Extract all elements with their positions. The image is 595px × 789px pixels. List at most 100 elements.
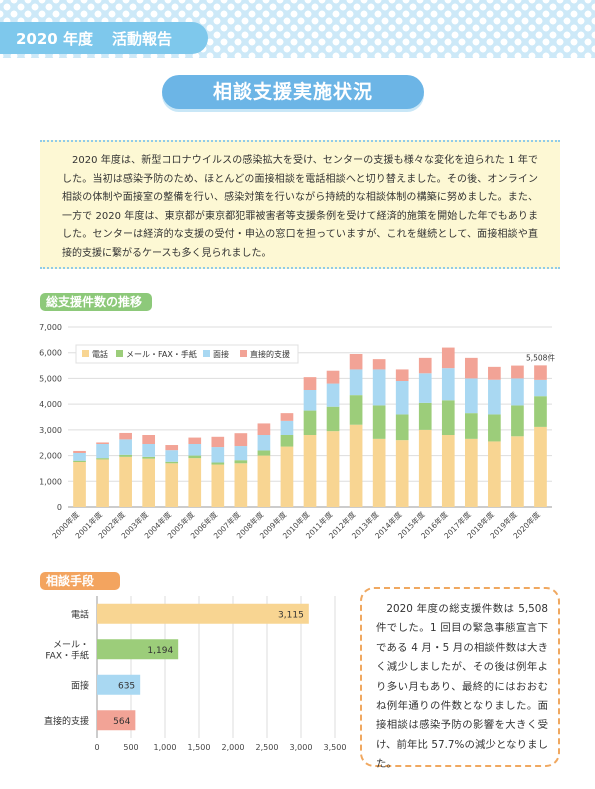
x-tick-label: 2,000 xyxy=(222,743,245,752)
bar-segment-phone xyxy=(326,431,340,507)
x-tick-label: 0 xyxy=(94,743,99,752)
hbar-value-label: 3,115 xyxy=(278,610,304,620)
bar-segment-direct xyxy=(257,423,271,435)
bar-segment-interview xyxy=(511,378,524,406)
bar-segment-mail xyxy=(534,396,547,427)
hbar-value-label: 1,194 xyxy=(147,646,173,656)
bar-segment-phone xyxy=(464,438,478,507)
bar-segment-interview xyxy=(280,420,294,435)
header-tab: 2020 年度 活動報告 xyxy=(0,22,208,54)
bar-segment-phone xyxy=(418,429,432,507)
bar-segment-direct xyxy=(511,365,524,379)
bar-segment-direct xyxy=(326,370,340,384)
bar-segment-mail xyxy=(303,410,317,435)
bar-segment-phone xyxy=(395,440,409,507)
bar-segment-interview xyxy=(488,379,501,415)
y-tick-label: 3,000 xyxy=(39,426,62,435)
bar-segment-mail xyxy=(372,405,386,439)
x-tick-label: 2,500 xyxy=(256,743,279,752)
bar-segment-interview xyxy=(188,444,202,456)
bar-segment-direct xyxy=(372,359,386,370)
bar-segment-mail xyxy=(441,400,455,435)
horizontal-bar-chart: 0 500 1,000 1,500 2,000 2,500 3,000 3,500 3,115 電… xyxy=(44,596,346,752)
bar-segment-mail xyxy=(211,462,225,465)
category-label: 電話 xyxy=(71,608,89,620)
bar-segment-direct xyxy=(441,347,455,369)
bar-segment-mail xyxy=(73,460,86,462)
x-tick-label: 500 xyxy=(123,743,138,752)
bar-segment-phone xyxy=(119,456,132,507)
hbar xyxy=(97,639,179,660)
bar-segment-interview xyxy=(142,444,156,457)
y-tick-label: 6,000 xyxy=(39,349,62,358)
bar-segment-interview xyxy=(165,450,179,462)
bar-segment-direct xyxy=(96,442,109,444)
bar-segment-direct xyxy=(234,433,248,447)
bar-segment-phone xyxy=(142,458,156,507)
total-annotation: 5,508件 xyxy=(526,352,555,362)
bar-segment-mail xyxy=(511,405,524,437)
bar-segment-mail xyxy=(488,414,501,442)
legend-label: 電話 xyxy=(92,349,108,359)
bar-segment-interview xyxy=(211,447,225,463)
legend-box xyxy=(75,344,299,364)
bar-segment-phone xyxy=(303,435,317,507)
y-tick-label: 7,000 xyxy=(39,323,62,332)
bar-segment-phone xyxy=(488,441,501,507)
bar-segment-phone xyxy=(372,438,386,507)
bar-segment-direct xyxy=(534,365,547,380)
legend-swatch xyxy=(203,350,210,357)
bar-segment-phone xyxy=(349,424,363,507)
hbar-value-label: 564 xyxy=(113,717,130,727)
bar-segment-direct xyxy=(142,435,156,444)
hbar-value-label: 635 xyxy=(118,681,135,691)
bar-segment-interview xyxy=(73,453,86,461)
bar-segment-direct xyxy=(280,413,294,421)
bar-segment-direct xyxy=(395,369,409,381)
bar-segment-direct xyxy=(73,450,86,453)
page-title: 相談支援実施状況 xyxy=(212,81,373,103)
x-tick-label: 1,500 xyxy=(188,743,211,752)
legend-swatch xyxy=(240,350,247,357)
bar-segment-direct xyxy=(464,357,478,379)
legend-label: メール・FAX・手紙 xyxy=(126,349,197,359)
category-label: 面接 xyxy=(71,679,89,691)
bar-segment-phone xyxy=(280,446,294,507)
bar-segment-interview xyxy=(234,446,248,461)
summary-box: 2020 年度の総支援件数は 5,508 件でした。1 回目の緊急事態宣言下であ… xyxy=(360,587,560,770)
chart-legend: 電話 メール・FAX・手紙 面接 直接的支援 xyxy=(75,344,299,364)
bar-segment-phone xyxy=(188,458,202,507)
bar-segment-mail xyxy=(96,458,109,460)
x-tick-label: 1,000 xyxy=(154,743,177,752)
bar-segment-interview xyxy=(326,383,340,407)
bar-segment-mail xyxy=(142,456,156,459)
bar-segment-interview xyxy=(119,439,132,455)
bar-segment-phone xyxy=(511,436,524,507)
header-banner: 2020 年度 活動報告 xyxy=(0,0,595,58)
bar-segment-interview xyxy=(349,369,363,396)
intro-text: 2020 年度は、新型コロナウイルスの感染拡大を受け、センターの支援も様々な変化… xyxy=(62,155,538,259)
bar-segment-interview xyxy=(418,373,432,403)
bar-segment-mail xyxy=(280,435,294,447)
bar-segment-mail xyxy=(257,450,271,456)
bar-segment-mail xyxy=(418,402,432,430)
bar-segment-mail xyxy=(165,461,179,464)
bar-segment-direct xyxy=(303,377,317,390)
bar-segment-mail xyxy=(188,455,202,459)
bar-segment-interview xyxy=(464,378,478,414)
bar-segment-direct xyxy=(188,437,202,444)
bar-segment-phone xyxy=(73,462,86,507)
bar-segment-phone xyxy=(96,459,109,507)
section-label-trend-text: 総支援件数の推移 xyxy=(46,295,143,309)
bar-segment-phone xyxy=(257,455,271,507)
legend-label: 直接的支援 xyxy=(250,349,290,359)
bar-segment-interview xyxy=(96,444,109,459)
bar-segment-interview xyxy=(372,369,386,406)
hbar xyxy=(97,674,141,695)
category-label: FAX・手紙 xyxy=(45,649,89,661)
bar-segment-phone xyxy=(234,463,248,507)
intro-box: 2020 年度は、新型コロナウイルスの感染拡大を受け、センターの支援も様々な変化… xyxy=(40,140,560,269)
category-label: 直接的支援 xyxy=(44,715,89,727)
page-title-pill: 相談支援実施状況 xyxy=(162,75,424,109)
y-tick-label: 5,000 xyxy=(39,374,62,383)
